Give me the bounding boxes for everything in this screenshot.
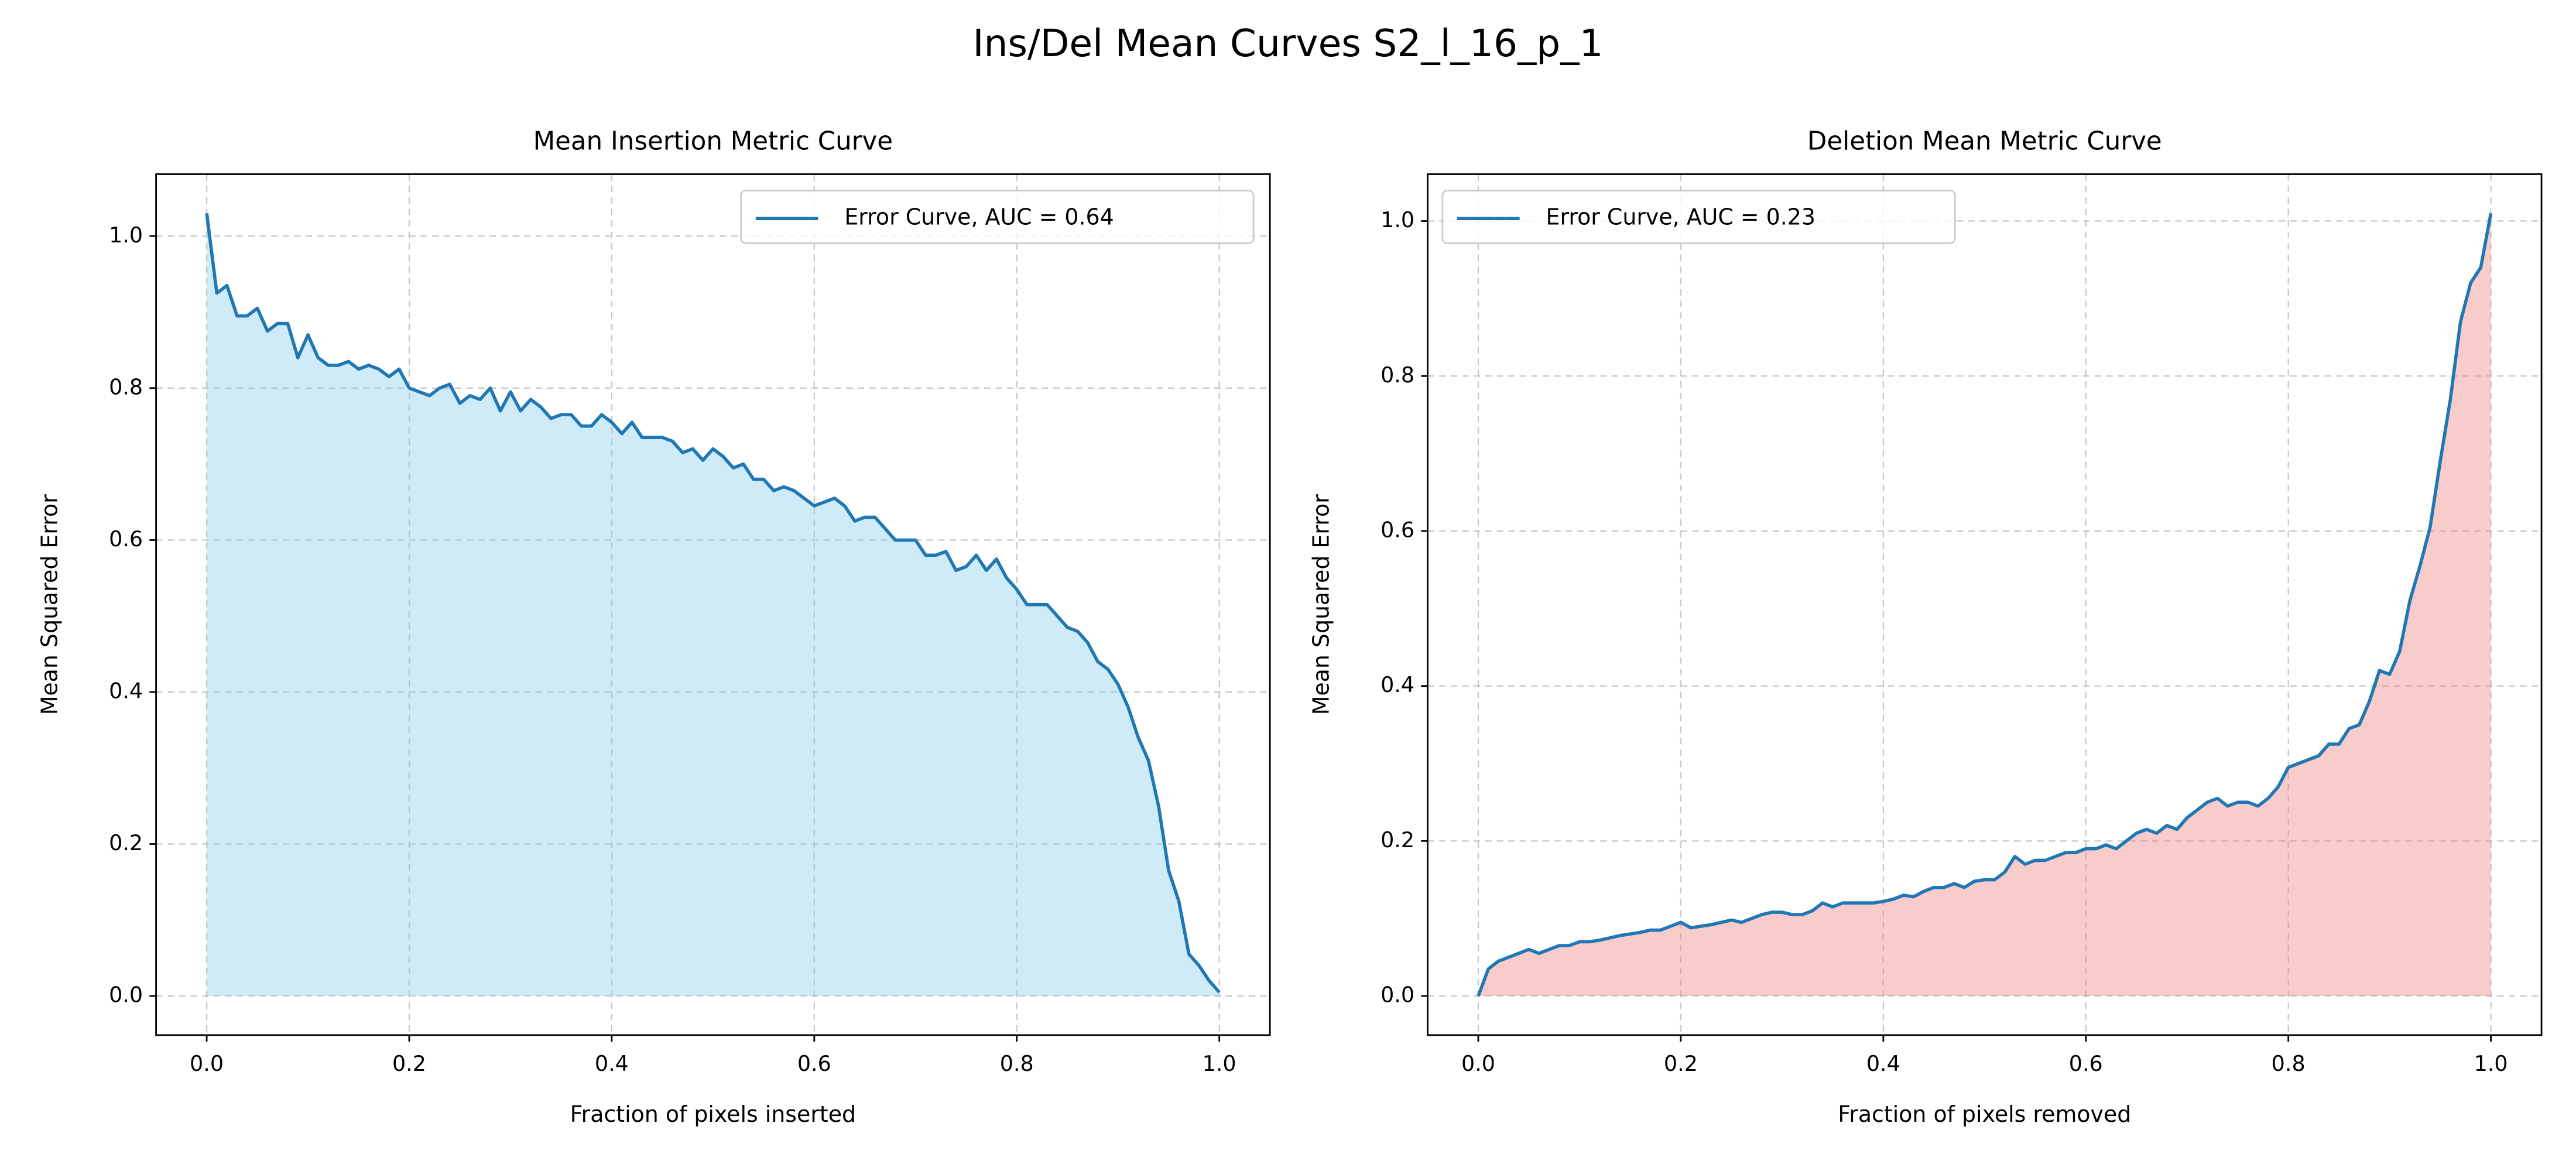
- y-tick-label: 0.0: [1381, 982, 1414, 1008]
- y-tick-label: 1.0: [109, 222, 143, 248]
- y-tick-label: 0.4: [1381, 672, 1414, 697]
- legend-box: [1441, 190, 1956, 244]
- x-tick-label: 0.0: [1461, 1051, 1495, 1076]
- y-tick-label: 0.0: [109, 982, 143, 1008]
- axes-frame: [155, 173, 1271, 1036]
- x-tick-label: 1.0: [1203, 1051, 1236, 1076]
- x-tick-label: 0.6: [2069, 1051, 2103, 1076]
- x-axis-label: Fraction of pixels inserted: [570, 1101, 857, 1127]
- legend: Error Curve, AUC = 0.64: [740, 190, 1255, 244]
- y-axis-label: Mean Squared Error: [1308, 494, 1334, 715]
- area-fill: [207, 213, 1220, 997]
- subplot: 0.0 0.2 0.4 0.6 0.8 1.0 0.0 0.2 0.4 0.6 0.8 1.0 Dele…: [1308, 127, 2543, 1127]
- data-line: [1477, 213, 2493, 997]
- legend-box: [740, 190, 1255, 244]
- x-tick-label: 0.2: [392, 1051, 426, 1076]
- y-axis-label: Mean Squared Error: [36, 494, 62, 715]
- x-tick-label: 0.4: [595, 1051, 629, 1076]
- y-tick-label: 0.6: [109, 526, 143, 552]
- legend-label: Error Curve, AUC = 0.64: [844, 204, 1114, 230]
- axes-frame: [1427, 173, 2543, 1036]
- x-tick-label: 0.2: [1664, 1051, 1698, 1076]
- x-tick-label: 1.0: [2474, 1051, 2508, 1076]
- subplot: 0.0 0.2 0.4 0.6 0.8 1.0 0.0 0.2 0.4 0.6 0.8 1.0 Mean…: [36, 127, 1271, 1127]
- x-tick-label: 0.8: [1000, 1051, 1034, 1076]
- subplot-title: Deletion Mean Metric Curve: [1807, 127, 2162, 156]
- legend-label: Error Curve, AUC = 0.23: [1546, 204, 1815, 230]
- legend: Error Curve, AUC = 0.23: [1441, 190, 1956, 244]
- x-tick-label: 0.8: [2272, 1051, 2306, 1076]
- y-tick-label: 0.2: [1381, 827, 1414, 852]
- y-tick-label: 1.0: [1381, 207, 1414, 232]
- x-tick-label: 0.4: [1866, 1051, 1900, 1076]
- subplot-title: Mean Insertion Metric Curve: [533, 127, 893, 156]
- y-tick-label: 0.8: [1381, 362, 1414, 388]
- x-axis-label: Fraction of pixels removed: [1838, 1101, 2131, 1127]
- y-tick-label: 0.8: [109, 374, 143, 399]
- data-line: [205, 213, 1221, 994]
- x-tick-label: 0.6: [797, 1051, 831, 1076]
- y-tick-label: 0.6: [1381, 517, 1414, 542]
- y-tick-label: 0.4: [109, 678, 143, 703]
- y-tick-label: 0.2: [109, 830, 143, 855]
- x-tick-label: 0.0: [190, 1051, 224, 1076]
- area-fill: [1478, 213, 2491, 997]
- figure-title: Ins/Del Mean Curves S2_l_16_p_1: [972, 22, 1603, 66]
